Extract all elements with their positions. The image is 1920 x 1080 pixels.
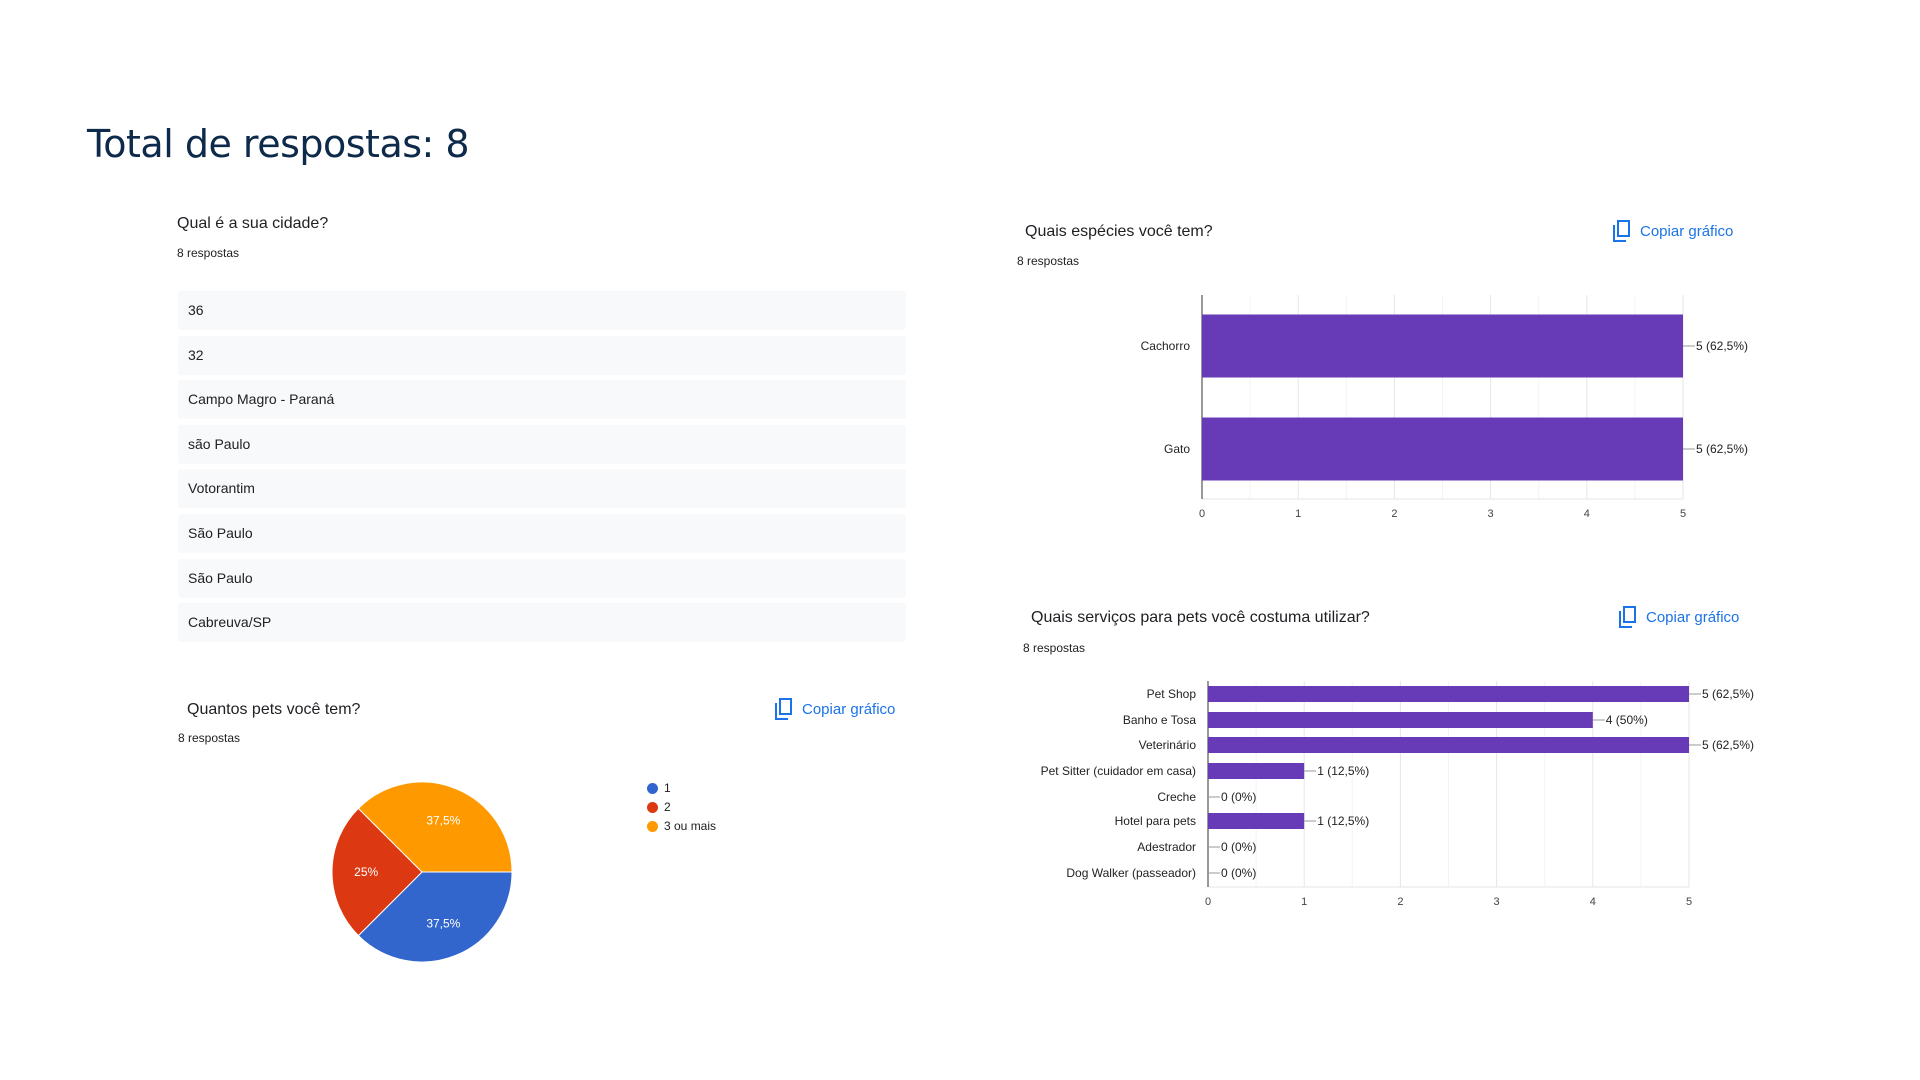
legend-item: 1	[647, 781, 671, 795]
city-answer-row: 32	[178, 335, 906, 375]
legend-swatch	[647, 782, 658, 794]
copy-chart-label: Copiar gráfico	[1640, 222, 1734, 240]
copy-chart-label: Copiar gráfico	[802, 700, 896, 718]
city-answer-row: Votorantim	[178, 469, 906, 509]
pie-slice	[357, 871, 513, 963]
response-count-city: 8 respostas	[177, 246, 240, 260]
copy-chart-button-species[interactable]: Copiar gráfico	[1612, 220, 1733, 242]
data-label: 5 (62,5%)	[1702, 738, 1754, 752]
city-answer-text: 32	[188, 346, 204, 363]
bar	[1202, 314, 1683, 378]
data-label: 1 (12,5%)	[1317, 814, 1369, 828]
city-answer-text: Campo Magro - Paraná	[188, 391, 335, 408]
bar	[1208, 712, 1593, 728]
category-label: Cachorro	[1141, 339, 1191, 353]
data-label: 5 (62,5%)	[1702, 687, 1754, 701]
response-count-pets: 8 respostas	[178, 731, 241, 745]
category-label: Dog Walker (passeador)	[1066, 866, 1196, 880]
city-answer-row: São Paulo	[178, 514, 906, 553]
data-label: 0 (0%)	[1221, 790, 1256, 804]
city-answer-text: Cabreuva/SP	[188, 614, 272, 631]
copy-icon	[1619, 606, 1636, 628]
pie-chart-pets: 37,5% 25% 37,5%	[331, 781, 513, 963]
bar	[1208, 813, 1305, 829]
city-answer-row: Campo Magro - Paraná	[178, 380, 906, 420]
x-tick-label: 3	[1494, 896, 1500, 908]
pie-slice-label: 37,5%	[426, 917, 460, 931]
x-tick-label: 4	[1590, 896, 1596, 908]
bar	[1208, 763, 1305, 779]
x-tick-label: 5	[1680, 508, 1686, 520]
copy-chart-button-pets[interactable]: Copiar gráfico	[774, 698, 895, 720]
legend-swatch	[647, 801, 658, 813]
copy-icon	[1613, 220, 1630, 242]
category-label: Banho e Tosa	[1123, 713, 1196, 727]
category-label: Pet Shop	[1147, 687, 1197, 701]
city-answer-text: são Paulo	[188, 435, 251, 452]
category-label: Gato	[1164, 442, 1190, 456]
response-count-services: 8 respostas	[1023, 641, 1086, 655]
bar	[1208, 737, 1689, 753]
question-title-services: Quais serviços para pets você costuma ut…	[1031, 609, 1370, 626]
pie-slice	[357, 781, 513, 873]
city-answer-text: 36	[188, 302, 204, 318]
category-label: Veterinário	[1139, 738, 1197, 752]
legend-label: 1	[664, 781, 671, 795]
bar	[1202, 417, 1683, 481]
city-answer-text: Votorantim	[188, 480, 255, 497]
category-label: Hotel para pets	[1115, 814, 1196, 828]
data-label: 0 (0%)	[1221, 840, 1256, 854]
x-tick-label: 1	[1301, 896, 1307, 908]
data-label: 5 (62,5%)	[1696, 339, 1748, 353]
category-label: Creche	[1157, 790, 1196, 804]
copy-icon	[775, 698, 792, 720]
legend-item: 2	[647, 800, 671, 814]
pie-slice-label: 37,5%	[426, 813, 460, 827]
category-label: Pet Sitter (cuidador em casa)	[1041, 764, 1196, 778]
legend-label: 2	[664, 800, 671, 814]
question-title-species: Quais espécies você tem?	[1025, 223, 1213, 240]
bar	[1208, 686, 1689, 702]
x-tick-label: 2	[1391, 508, 1397, 520]
data-label: 5 (62,5%)	[1696, 442, 1748, 456]
legend-swatch	[647, 820, 658, 832]
x-tick-label: 5	[1686, 896, 1692, 908]
pie-slice-label: 25%	[354, 865, 378, 879]
x-tick-label: 4	[1584, 508, 1590, 520]
category-label: Adestrador	[1137, 840, 1196, 854]
page-title: Total de respostas: 8	[87, 122, 470, 166]
city-answer-row: são Paulo	[178, 424, 906, 464]
x-tick-label: 2	[1397, 896, 1403, 908]
x-tick-label: 1	[1295, 508, 1301, 520]
legend-item: 3 ou mais	[647, 819, 716, 833]
city-answer-text: São Paulo	[188, 569, 253, 586]
city-answer-row: São Paulo	[178, 558, 906, 598]
copy-chart-button-services[interactable]: Copiar gráfico	[1618, 606, 1739, 628]
city-answer-text: São Paulo	[188, 525, 253, 541]
copy-chart-label: Copiar gráfico	[1646, 608, 1740, 626]
data-label: 1 (12,5%)	[1317, 764, 1369, 778]
question-title-pets: Quantos pets você tem?	[187, 701, 361, 718]
data-label: 0 (0%)	[1221, 866, 1256, 880]
pie-slice	[331, 807, 423, 937]
response-count-species: 8 respostas	[1017, 254, 1080, 268]
x-tick-label: 0	[1205, 896, 1211, 908]
x-tick-label: 0	[1199, 508, 1205, 520]
x-tick-label: 3	[1488, 508, 1494, 520]
city-answer-row: Cabreuva/SP	[178, 603, 906, 643]
city-answer-row: 36	[178, 291, 906, 330]
question-title-city: Qual é a sua cidade?	[177, 215, 329, 232]
data-label: 4 (50%)	[1606, 713, 1648, 727]
legend-label: 3 ou mais	[664, 819, 717, 833]
